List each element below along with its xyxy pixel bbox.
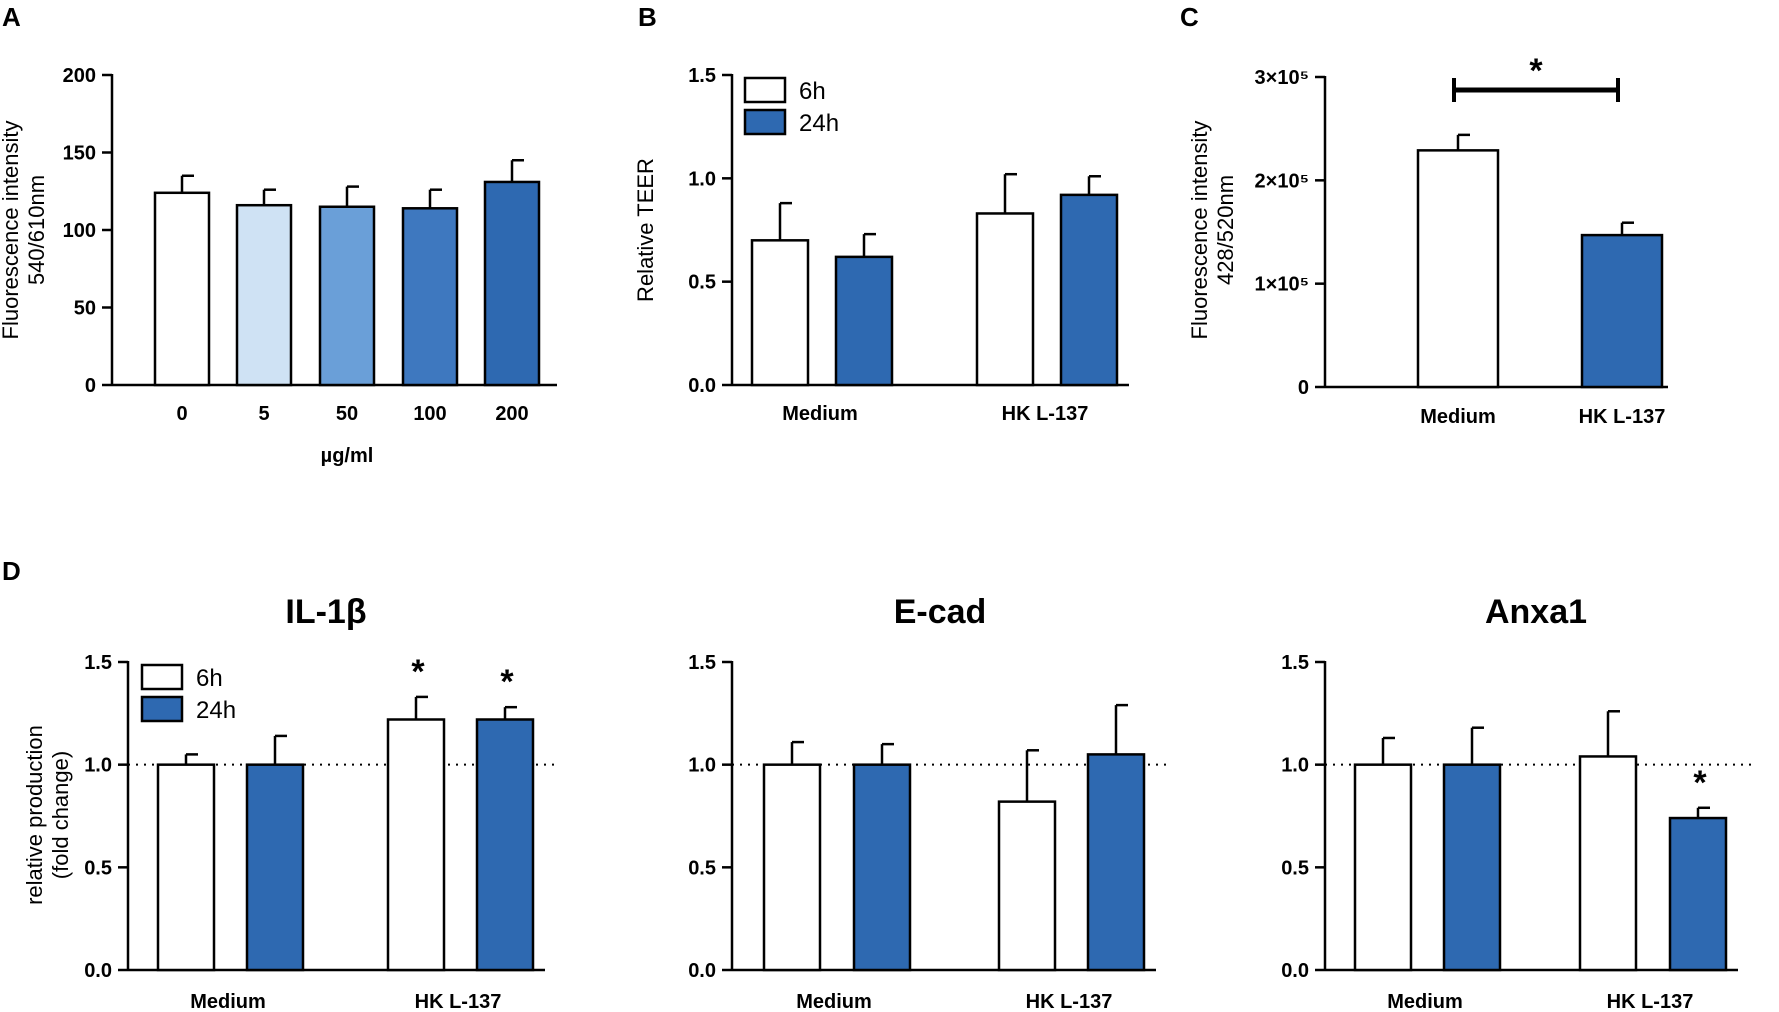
chart-d3-bar bbox=[1578, 755, 1638, 972]
chart-c-xtick-label: Medium bbox=[1420, 406, 1496, 428]
chart-a-ytick-label: 0 bbox=[85, 375, 96, 397]
chart-d3-bar bbox=[1442, 763, 1502, 972]
chart-a-xtick-label: 50 bbox=[336, 403, 358, 425]
chart-a-ytick-label: 200 bbox=[63, 65, 96, 87]
chart-d1-xtick-label: HK L-137 bbox=[415, 991, 502, 1012]
chart-a-bar bbox=[401, 207, 459, 387]
chart-d1-bar bbox=[475, 718, 535, 972]
chart-d1-ytick-label: 1.0 bbox=[84, 755, 112, 777]
chart-d2-ytick-label: 0.0 bbox=[688, 960, 716, 982]
chart-a-bar bbox=[153, 191, 211, 387]
chart-c-xtick-label: HK L-137 bbox=[1579, 406, 1666, 428]
chart-a-bar bbox=[483, 180, 541, 387]
chart-b-xtick-label: HK L-137 bbox=[1002, 403, 1089, 425]
chart-d1-bar bbox=[245, 763, 305, 972]
chart-a-ytick-label: 100 bbox=[63, 220, 96, 242]
chart-d1-bar bbox=[156, 763, 216, 972]
chart-a-xtick-label: 5 bbox=[258, 403, 269, 425]
chart-b-bar bbox=[750, 239, 810, 387]
chart-b-ytick-label: 1.0 bbox=[688, 168, 716, 190]
chart-d2-bar bbox=[762, 763, 822, 972]
panel-letter-c: C bbox=[1180, 2, 1199, 32]
chart-c-bar bbox=[1416, 149, 1500, 389]
chart-a-ytick-label: 150 bbox=[63, 143, 96, 165]
chart-a-xtick-label: 0 bbox=[176, 403, 187, 425]
chart-a-ytick-label: 50 bbox=[74, 298, 96, 320]
panel-letter-d: D bbox=[2, 556, 21, 586]
panel-letter-b: B bbox=[638, 2, 657, 32]
chart-a-bar bbox=[318, 205, 376, 387]
chart-d2-ytick-label: 0.5 bbox=[688, 857, 716, 879]
chart-d1-significance-star: * bbox=[411, 653, 425, 691]
chart-c-ytick-label: 3×10⁵ bbox=[1255, 67, 1309, 89]
chart-d3-bar bbox=[1353, 763, 1413, 972]
chart-d3-xtick-label: HK L-137 bbox=[1607, 991, 1694, 1012]
chart-d3-significance-star: * bbox=[1693, 764, 1707, 802]
chart-b-legend-label: 6h bbox=[799, 78, 826, 105]
chart-d1-y-axis-label: (fold change) bbox=[48, 751, 73, 879]
chart-d2-bar bbox=[852, 763, 912, 972]
chart-b-bar bbox=[834, 255, 894, 387]
chart-b-legend-label: 24h bbox=[799, 110, 839, 137]
chart-d3-ytick-label: 0.5 bbox=[1281, 857, 1309, 879]
chart-d1-legend-swatch bbox=[140, 663, 184, 691]
chart-b-xtick-label: Medium bbox=[782, 403, 858, 425]
chart-b-y-axis-label: Relative TEER bbox=[633, 158, 658, 302]
chart-b-ytick-label: 0.5 bbox=[688, 272, 716, 294]
chart-c-ytick-label: 2×10⁵ bbox=[1255, 170, 1309, 192]
chart-d1-y-axis-label: relative production bbox=[22, 725, 47, 905]
chart-d1-xtick-label: Medium bbox=[190, 991, 266, 1012]
chart-b-ytick-label: 0.0 bbox=[688, 375, 716, 397]
chart-c-ytick-label: 1×10⁵ bbox=[1255, 274, 1309, 296]
chart-b-bar bbox=[975, 212, 1035, 387]
chart-d1-title: IL-1β bbox=[285, 593, 366, 631]
chart-d1-bar bbox=[386, 718, 446, 972]
chart-d2-xtick-label: Medium bbox=[796, 991, 872, 1012]
chart-b-bar bbox=[1059, 193, 1119, 387]
chart-a-y-axis-label: 540/610nm bbox=[24, 175, 49, 285]
chart-a-xtick-label: 200 bbox=[495, 403, 528, 425]
chart-d1-significance-star: * bbox=[500, 663, 514, 701]
chart-c-y-axis-label: Fluorescence intensity bbox=[1187, 121, 1212, 340]
chart-d2-xtick-label: HK L-137 bbox=[1026, 991, 1113, 1012]
chart-d3-bar bbox=[1668, 816, 1728, 972]
chart-d2-ytick-label: 1.5 bbox=[688, 652, 716, 674]
chart-d1-ytick-label: 0.0 bbox=[84, 960, 112, 982]
chart-d3-ytick-label: 1.0 bbox=[1281, 755, 1309, 777]
chart-b-legend-swatch bbox=[743, 108, 787, 136]
chart-c-bar bbox=[1580, 233, 1664, 389]
chart-c-significance-star: * bbox=[1529, 52, 1543, 90]
chart-a-x-axis-label: µg/ml bbox=[321, 445, 374, 467]
chart-d2-bar bbox=[1086, 753, 1146, 972]
chart-d3-xtick-label: Medium bbox=[1387, 991, 1463, 1012]
chart-d1-legend-label: 6h bbox=[196, 665, 223, 692]
chart-b-legend-swatch bbox=[743, 76, 787, 104]
chart-a-xtick-label: 100 bbox=[413, 403, 446, 425]
chart-d1-legend-label: 24h bbox=[196, 697, 236, 724]
chart-c-y-axis-label: 428/520nm bbox=[1213, 175, 1238, 285]
chart-d1-ytick-label: 0.5 bbox=[84, 857, 112, 879]
chart-d2-bar bbox=[997, 800, 1057, 972]
chart-d2-ytick-label: 1.0 bbox=[688, 755, 716, 777]
chart-a-y-axis-label: Fluorescence intensity bbox=[0, 121, 23, 340]
panel-letter-a: A bbox=[2, 2, 21, 32]
chart-b-ytick-label: 1.5 bbox=[688, 65, 716, 87]
chart-c-ytick-label: 0 bbox=[1298, 377, 1309, 399]
chart-d1-ytick-label: 1.5 bbox=[84, 652, 112, 674]
chart-d1-legend-swatch bbox=[140, 695, 184, 723]
chart-a-bar bbox=[235, 203, 293, 387]
chart-d3-title: Anxa1 bbox=[1485, 593, 1587, 631]
chart-d2-title: E-cad bbox=[894, 593, 987, 631]
chart-d3-ytick-label: 0.0 bbox=[1281, 960, 1309, 982]
chart-d3-ytick-label: 1.5 bbox=[1281, 652, 1309, 674]
